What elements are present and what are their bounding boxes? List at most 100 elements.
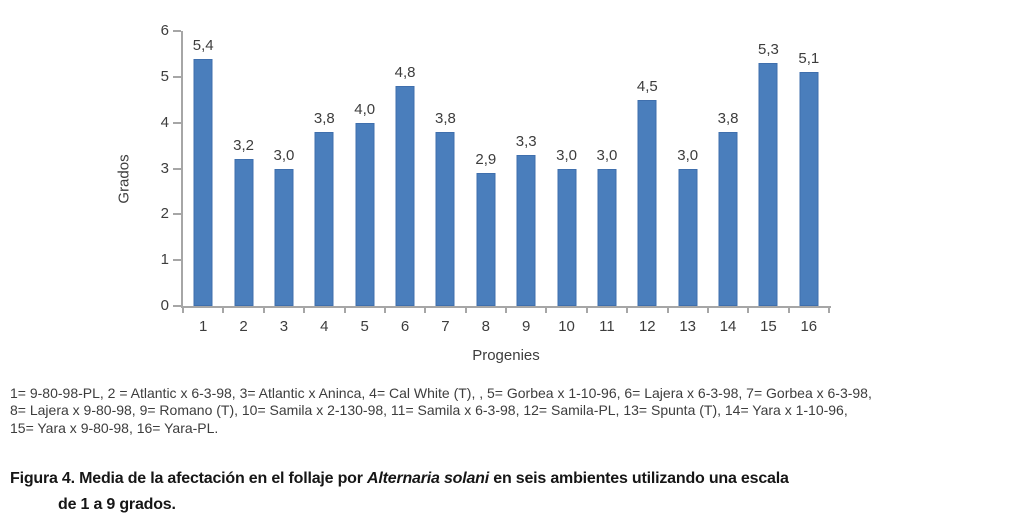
x-category-label: 10 [558, 318, 575, 335]
progeny-key-line-3: 15= Yara x 9-80-98, 16= Yara-PL. [10, 419, 219, 436]
bar-progeny-13 [678, 168, 698, 306]
figure-caption-line-2: de 1 a 9 grados. [58, 496, 176, 513]
bar-progeny-8 [476, 173, 496, 306]
bar-progeny-9 [516, 154, 536, 306]
caption-text-pre: Figura 4. Media de la afectación en el f… [10, 470, 368, 487]
y-tick-label: 3 [160, 159, 169, 177]
bar-progeny-2 [234, 159, 254, 306]
x-category-label: 13 [679, 318, 697, 335]
y-tick-label: 5 [160, 67, 169, 85]
bar-slot-14: 3,8 14 [708, 31, 748, 335]
bar-value-label: 3,3 [515, 132, 537, 150]
x-category-label: 14 [719, 318, 737, 335]
bar-value-label: 5,4 [192, 36, 214, 54]
y-tick-label: 2 [160, 205, 169, 223]
y-axis-title-text: Grados [115, 154, 133, 204]
bar-progeny-4 [314, 131, 334, 306]
bar-progeny-1 [193, 58, 213, 306]
bar-slot-9: 3,3 9 [506, 31, 546, 335]
x-tick-mark [787, 306, 790, 313]
y-tick-mark [173, 30, 181, 32]
bar-slot-8: 2,9 8 [466, 31, 506, 335]
x-axis-title: Progenies [472, 347, 540, 364]
bar-progeny-6 [395, 86, 415, 306]
bar-progeny-11 [597, 168, 617, 306]
progeny-key-line-1: 1= 9-80-98-PL, 2 = Atlantic x 6-3-98, 3=… [10, 385, 872, 401]
bar-value-label: 3,0 [677, 146, 699, 164]
progeny-key-line-2: 8= Lajera x 9-80-98, 9= Romano (T), 10= … [10, 402, 848, 419]
y-tick-label: 1 [160, 251, 169, 269]
bar-progeny-5 [355, 122, 375, 306]
x-tick-mark [545, 306, 548, 313]
bar-slot-5: 4,0 5 [345, 31, 385, 335]
x-tick-mark [585, 306, 588, 313]
y-tick-label: 6 [160, 22, 169, 39]
bar-value-label: 4,8 [394, 64, 416, 81]
x-tick-mark [626, 306, 629, 313]
x-tick-mark [464, 306, 467, 313]
figure-caption: Figura 4. Media de la afectación en el f… [10, 466, 1018, 518]
bar-progeny-12 [637, 99, 657, 306]
bar-slot-7: 3,8 7 [425, 31, 465, 335]
y-tick-mark [173, 305, 181, 307]
x-tick-mark [303, 306, 306, 313]
bar-slot-13: 3,0 13 [668, 31, 708, 336]
plot-area: 0 1 2 3 4 5 6 5,4 1 3,2 2 3,0 3 3,8 4 4,0 5 4,8 6 3,8 7 2,9 8 3… [161, 22, 831, 336]
x-tick-mark [828, 306, 830, 313]
y-tick-mark [173, 121, 181, 124]
bar-value-label: 3,8 [717, 109, 739, 127]
x-category-label: 2 [239, 318, 248, 335]
bar-progeny-16 [799, 72, 819, 306]
bar-progeny-7 [435, 131, 455, 306]
bar-progeny-15 [758, 63, 778, 306]
x-tick-mark [262, 306, 265, 313]
bar-value-label: 3,0 [596, 146, 618, 164]
caption-text-post: en seis ambientes utilizando una escala [489, 470, 789, 487]
x-category-label: 12 [638, 318, 656, 335]
x-category-label: 9 [522, 318, 531, 335]
figure-caption-line-1: Figura 4. Media de la afectación en el f… [10, 466, 1018, 492]
bar-value-label: 4,5 [636, 77, 658, 95]
x-tick-mark [666, 306, 669, 313]
bar-value-label: 3,8 [313, 109, 335, 127]
caption-species-italic: Alternaria solani [367, 470, 489, 487]
x-category-label: 6 [400, 318, 410, 335]
x-category-label: 3 [279, 318, 289, 335]
x-category-label: 16 [800, 318, 818, 335]
x-tick-mark [747, 306, 750, 313]
x-category-label: 4 [320, 318, 329, 335]
x-category-label: 7 [441, 318, 450, 335]
x-category-label: 8 [481, 318, 490, 335]
y-tick-mark [173, 259, 181, 262]
x-tick-mark [424, 306, 427, 313]
x-category-label: 11 [599, 318, 615, 335]
y-axis-line [181, 31, 183, 308]
x-tick-mark [222, 306, 225, 313]
x-category-label: 5 [360, 318, 369, 335]
bar-slot-3: 3,0 3 [264, 31, 304, 336]
bar-slot-12: 4,5 12 [627, 31, 667, 335]
bar-slot-11: 3,0 11 [587, 31, 627, 336]
bar-slot-1: 5,4 1 [183, 31, 223, 336]
y-tick-mark [173, 167, 181, 170]
bar-slot-16: 5,1 16 [789, 31, 829, 335]
bar-slot-6: 4,8 6 [385, 31, 425, 335]
bar-value-label: 5,3 [758, 41, 779, 59]
bar-slot-2: 3,2 2 [223, 31, 263, 335]
x-tick-mark [706, 306, 709, 313]
bar-progeny-10 [557, 168, 577, 306]
x-category-label: 15 [760, 318, 777, 335]
x-tick-mark [505, 306, 507, 313]
bar-value-label: 5,1 [798, 50, 820, 68]
y-tick-label: 4 [160, 113, 169, 131]
x-category-label: 1 [199, 318, 208, 335]
bar-slot-10: 3,0 10 [546, 31, 586, 336]
bar-slot-15: 5,3 15 [748, 31, 788, 335]
y-tick-mark [173, 75, 181, 78]
bar-slot-4: 3,8 4 [304, 31, 344, 335]
bar-value-label: 4,0 [354, 100, 376, 118]
bar-value-label: 3,2 [233, 137, 254, 155]
bar-chart: Grados 0 1 2 3 4 5 6 5,4 1 3,2 2 3,0 3 3,8 4 4,0 5 4,8 6 3,… [115, 22, 831, 364]
progeny-key-note: 1= 9-80-98-PL, 2 = Atlantic x 6-3-98, 3=… [10, 385, 872, 437]
